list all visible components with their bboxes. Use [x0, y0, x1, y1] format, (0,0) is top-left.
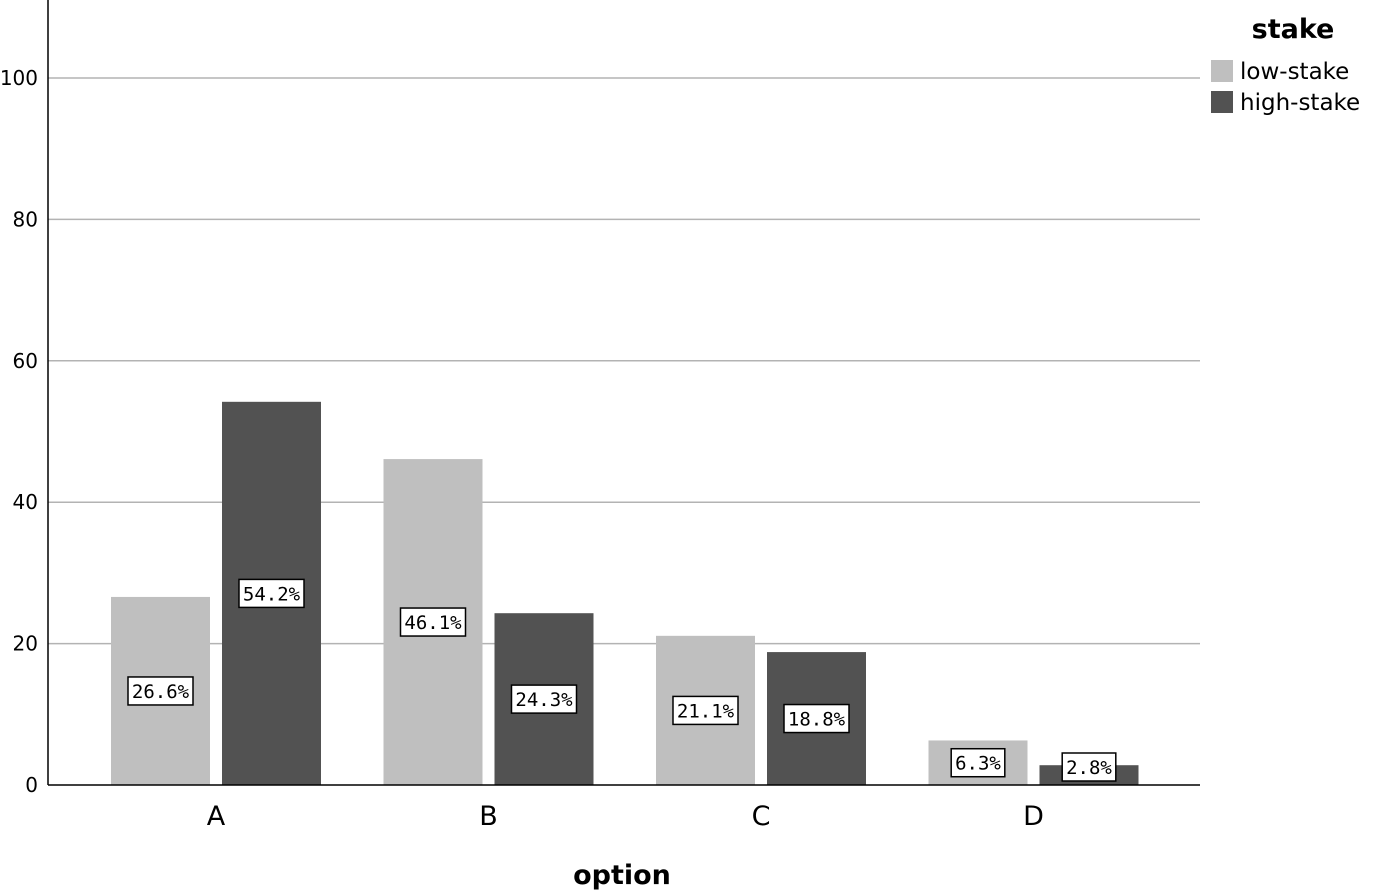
x-tick-label: A: [207, 801, 226, 832]
legend-label: high-stake: [1240, 90, 1360, 116]
data-label: 24.3%: [515, 689, 573, 711]
data-label-box: [672, 695, 739, 726]
data-label-box: [127, 676, 194, 706]
y-tick-label: 20: [13, 632, 38, 656]
data-label: 6.3%: [955, 753, 1001, 775]
x-tick-label: B: [479, 801, 498, 832]
data-label-box: [950, 747, 1006, 778]
data-label: 26.6%: [132, 681, 190, 703]
data-label-box: [399, 607, 467, 637]
data-label: 21.1%: [677, 700, 735, 722]
data-label-box: [510, 684, 578, 714]
data-label: 2.8%: [1066, 757, 1112, 779]
x-tick-label: C: [752, 801, 771, 832]
legend: stake low-stake high-stake: [1211, 14, 1360, 116]
x-axis-categories: A B C D: [207, 801, 1044, 832]
x-axis-title: option: [573, 860, 671, 891]
legend-label: low-stake: [1240, 59, 1349, 85]
legend-title: stake: [1252, 14, 1335, 45]
y-tick-label: 40: [13, 490, 38, 514]
y-tick-label: 100: [0, 66, 38, 90]
legend-swatch-high-stake: [1211, 91, 1233, 113]
y-tick-label: 80: [13, 207, 38, 231]
gridlines: [48, 77, 1200, 645]
y-axis-ticks: 0 20 40 60 80 100: [0, 66, 38, 797]
data-label-box: [238, 578, 305, 609]
data-label: 18.8%: [788, 709, 846, 731]
data-label-box: [1061, 752, 1117, 782]
data-labels: 26.6% 54.2% 46.1% 24.3% 21.1% 18.8% 6.3% 2.8%: [127, 578, 1117, 782]
legend-swatch-low-stake: [1211, 60, 1233, 82]
y-tick-label: 60: [13, 349, 38, 373]
y-tick-label: 0: [25, 773, 38, 797]
data-label-box: [783, 703, 850, 734]
data-label: 54.2%: [243, 583, 301, 605]
x-tick-label: D: [1023, 801, 1044, 832]
data-label: 46.1%: [404, 612, 462, 634]
